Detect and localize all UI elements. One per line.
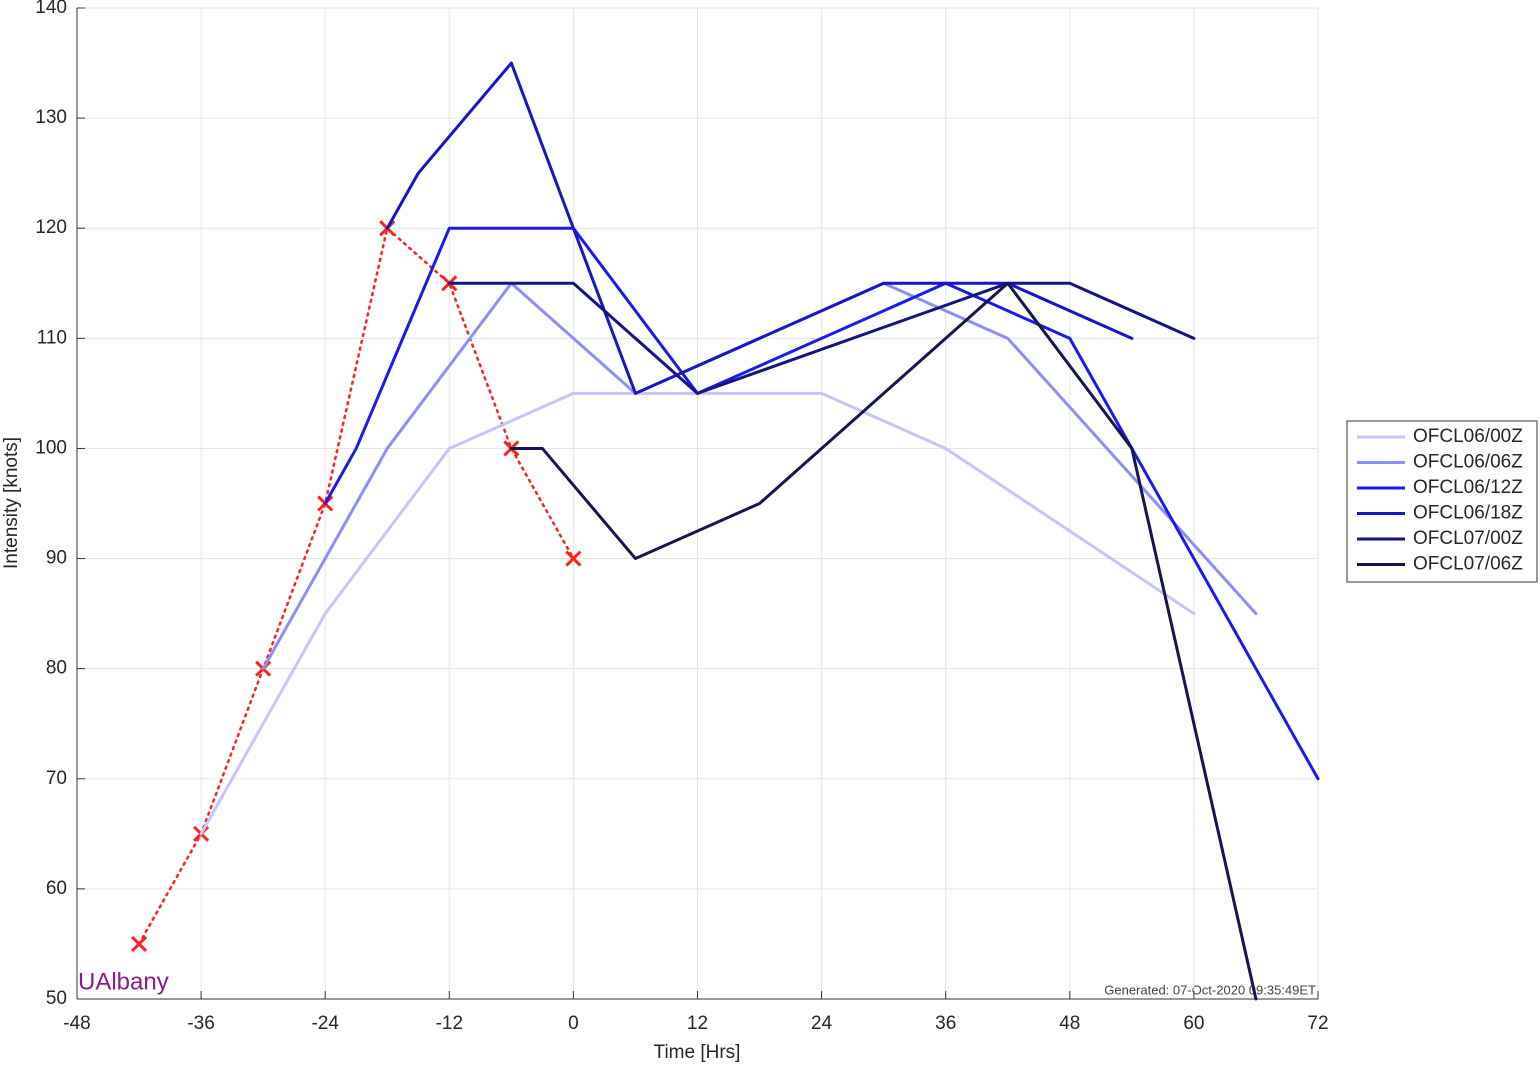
series-line [447,281,1196,395]
y-tick-label: 130 [35,107,67,128]
x-tick-label: 72 [1307,1013,1328,1034]
marker [130,935,148,953]
y-tick-label: 80 [46,658,67,679]
x-tick-label: 36 [935,1013,956,1034]
x-tick-label: 60 [1183,1013,1204,1034]
series-line [509,281,1258,1001]
x-axis-label: Time [Hrs] [654,1042,741,1063]
y-tick-label: 60 [46,878,67,899]
y-tick-label: 120 [35,217,67,238]
legend-label: OFCL07/00Z [1413,528,1523,549]
x-tick-label: -48 [63,1013,90,1034]
series-line [261,281,1258,671]
y-axis-label: Intensity [knots] [1,437,22,569]
x-tick-label: -24 [311,1013,339,1034]
y-tick-label: 110 [37,327,67,348]
y-tick-label: 100 [35,437,67,458]
legend-label: OFCL06/18Z [1413,503,1523,524]
legend-label: OFCL06/00Z [1413,426,1523,447]
legend-label: OFCL06/12Z [1413,477,1523,498]
x-tick-label: 24 [811,1013,833,1034]
x-tick-label: 12 [687,1013,708,1034]
x-tick-label: 0 [568,1013,579,1034]
marker [565,550,582,567]
y-tick-label: 140 [35,0,67,18]
watermark: UAlbany [78,968,169,995]
y-tick-label: 90 [46,548,67,569]
x-tick-label: -36 [187,1013,214,1034]
series-line [323,226,1320,781]
legend [1346,420,1538,583]
series-line [199,391,1196,836]
series-line [137,226,575,946]
legend-label: OFCL06/06Z [1413,452,1523,473]
x-tick-label: 48 [1059,1013,1080,1034]
footer: Generated: 07-Oct-2020 09:35:49ET [1104,982,1316,997]
legend-label: OFCL07/06Z [1413,554,1523,575]
y-tick-label: 70 [46,768,67,789]
x-tick-label: -12 [436,1013,463,1034]
y-tick-label: 50 [46,988,67,1009]
